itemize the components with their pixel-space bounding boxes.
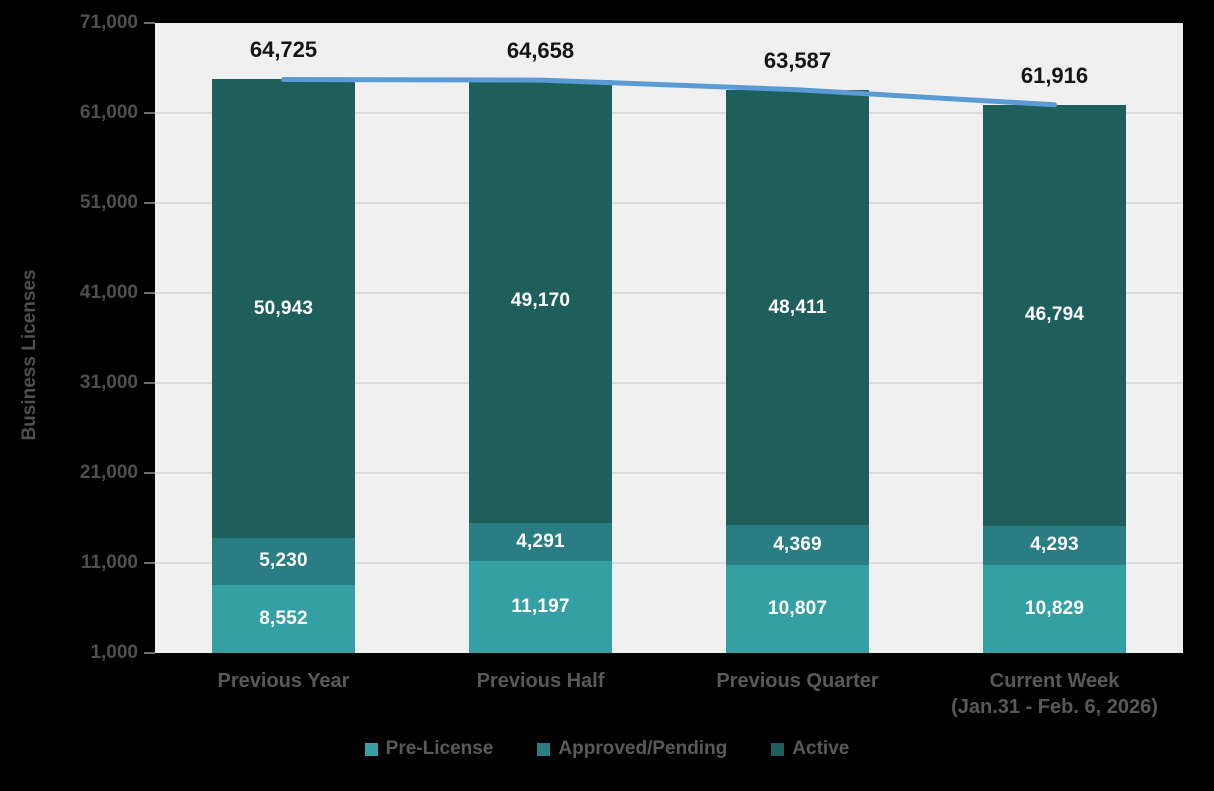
bar-segment-approved-pending: 4,291 [469,522,612,562]
total-label: 61,916 [1020,62,1089,88]
bar-segment-approved-pending: 5,230 [212,537,355,586]
bar-value-label: 49,170 [510,290,571,312]
y-axis-tick-label: 21,000 [79,462,138,483]
bar-value-label: 11,197 [511,596,570,618]
legend-item-pre-license: Pre-License [364,738,494,760]
chart-legend: Pre-License Approved/Pending Active [0,738,1214,760]
bar-value-label: 4,293 [1030,534,1079,556]
bar-segment-pre-license: 11,197 [469,561,612,653]
bar-segment-pre-license: 8,552 [212,585,355,653]
bar-value-label: 46,794 [1024,304,1085,326]
legend-swatch-icon [364,742,378,756]
bar-segment-active: 49,170 [469,80,612,523]
x-category-label-line1: Previous Quarter [716,670,879,692]
bar-segment-approved-pending: 4,293 [983,525,1126,565]
x-category-label-line1: Current Week [989,670,1120,692]
plot-area: 8,552 5,230 50,943 11,197 4,291 49,170 10,807 4… [155,23,1183,653]
total-label: 63,587 [763,47,832,73]
bar-segment-active: 48,411 [726,89,869,526]
y-axis-tick-mark [144,202,155,204]
legend-label: Active [792,738,850,759]
y-axis-tick-mark [144,22,155,24]
bar-1: 8,552 5,230 50,943 [212,23,355,653]
bar-value-label: 8,552 [259,608,308,629]
bar-segment-active: 46,794 [983,104,1126,526]
bar-segment-pre-license: 10,829 [983,564,1126,653]
bar-segment-active: 50,943 [212,79,355,538]
total-label: 64,725 [249,37,318,63]
x-category-label-line1: Previous Half [476,670,605,692]
legend-swatch-icon [537,742,551,756]
bar-2: 11,197 4,291 49,170 [469,23,612,653]
gridline [155,112,1183,114]
legend-item-active: Active [771,738,849,760]
bar-value-label: 4,291 [516,530,565,552]
y-axis-tick-label: 71,000 [79,12,138,33]
x-category-label: Previous Year [159,668,409,694]
bar-segment-pre-license: 10,807 [726,564,869,653]
y-axis-tick-mark [144,112,155,114]
gridline [155,472,1183,474]
y-axis-tick-label: 41,000 [79,282,138,303]
y-axis-tick-label: 11,000 [80,552,138,573]
bar-value-label: 48,411 [768,296,827,318]
gridline [155,562,1183,564]
y-axis-tick-mark [144,382,155,384]
y-axis-tick-label: 1,000 [90,642,138,663]
y-axis-tick-mark [144,472,155,474]
gridline [155,202,1183,204]
legend-item-approved-pending: Approved/Pending [537,738,727,760]
bar-value-label: 5,230 [259,550,308,572]
gridline [155,292,1183,294]
x-category-label-line2: (Jan.31 - Feb. 6, 2026) [951,696,1158,718]
trend-line-path [281,77,1057,108]
bar-4: 10,829 4,293 46,794 [983,23,1126,653]
x-category-label-line1: Previous Year [217,670,350,692]
x-category-label: Previous Quarter [673,668,923,694]
legend-label: Approved/Pending [558,738,728,759]
y-axis-tick-mark [144,562,155,564]
legend-label: Pre-License [385,738,494,759]
total-label: 64,658 [506,38,575,64]
x-category-label: Current Week (Jan.31 - Feb. 6, 2026) [930,668,1180,720]
bar-segment-approved-pending: 4,369 [726,525,869,565]
y-axis-tick-label: 31,000 [79,372,138,393]
y-axis-tick-label: 61,000 [79,102,138,123]
y-axis-tick-mark [144,652,155,654]
x-category-label: Previous Half [416,668,666,694]
y-axis-tick-mark [144,292,155,294]
gridline [155,382,1183,384]
bar-value-label: 4,369 [773,534,822,556]
bar-3: 10,807 4,369 48,411 [726,23,869,653]
bar-value-label: 10,807 [767,597,828,619]
bar-value-label: 10,829 [1024,597,1085,619]
y-axis-tick-label: 51,000 [79,192,138,213]
legend-swatch-icon [771,742,785,756]
bar-value-label: 50,943 [253,297,314,319]
